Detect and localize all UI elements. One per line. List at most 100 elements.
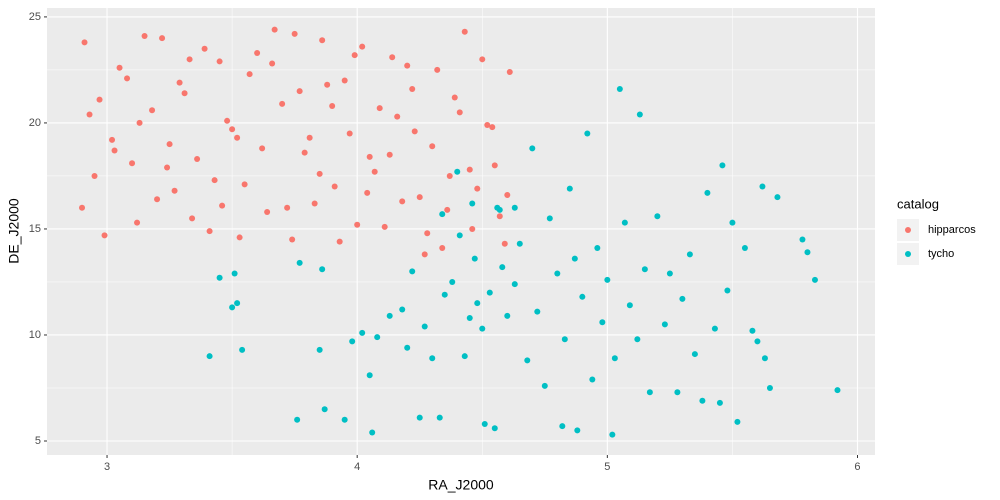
point bbox=[411, 128, 418, 135]
y-axis-title: DE_J2000 bbox=[6, 198, 22, 264]
point bbox=[481, 421, 488, 428]
point bbox=[811, 276, 818, 283]
point bbox=[609, 431, 616, 438]
point bbox=[504, 312, 511, 319]
point bbox=[474, 300, 481, 307]
point bbox=[466, 315, 473, 322]
point bbox=[749, 327, 756, 334]
point bbox=[321, 406, 328, 413]
point bbox=[81, 39, 88, 46]
point bbox=[211, 177, 218, 184]
point bbox=[359, 329, 366, 336]
point bbox=[429, 143, 436, 150]
point bbox=[241, 181, 248, 188]
point bbox=[716, 399, 723, 406]
point bbox=[449, 278, 456, 285]
point bbox=[324, 81, 331, 88]
point bbox=[761, 355, 768, 362]
point bbox=[349, 338, 356, 345]
legend-marker bbox=[905, 227, 911, 233]
point bbox=[216, 274, 223, 281]
point bbox=[404, 344, 411, 351]
point bbox=[711, 325, 718, 332]
point bbox=[466, 166, 473, 173]
point bbox=[654, 213, 661, 220]
point bbox=[229, 126, 236, 133]
point bbox=[589, 376, 596, 383]
point bbox=[429, 355, 436, 362]
point bbox=[264, 208, 271, 215]
point bbox=[216, 58, 223, 65]
point bbox=[284, 204, 291, 211]
point bbox=[636, 111, 643, 118]
point bbox=[134, 219, 141, 226]
point bbox=[301, 149, 308, 156]
y-tick-label: 25 bbox=[29, 11, 41, 23]
point bbox=[369, 429, 376, 436]
legend-label: tycho bbox=[928, 248, 954, 260]
point bbox=[269, 60, 276, 67]
point bbox=[541, 382, 548, 389]
x-tick-label: 5 bbox=[604, 461, 610, 473]
point bbox=[679, 295, 686, 302]
point bbox=[159, 35, 166, 42]
point bbox=[354, 221, 361, 228]
point bbox=[469, 200, 476, 207]
point bbox=[239, 346, 246, 353]
point bbox=[666, 270, 673, 277]
point bbox=[351, 52, 358, 59]
point bbox=[91, 172, 98, 179]
point bbox=[524, 357, 531, 364]
point bbox=[111, 147, 118, 154]
point bbox=[194, 155, 201, 162]
point bbox=[206, 228, 213, 235]
point bbox=[439, 211, 446, 218]
point bbox=[329, 102, 336, 109]
point bbox=[236, 234, 243, 241]
point bbox=[436, 414, 443, 421]
point bbox=[451, 94, 458, 101]
point bbox=[374, 334, 381, 341]
point bbox=[399, 198, 406, 205]
point bbox=[461, 353, 468, 360]
point bbox=[306, 134, 313, 141]
point bbox=[341, 416, 348, 423]
point bbox=[224, 117, 231, 124]
point bbox=[231, 270, 238, 277]
point bbox=[704, 189, 711, 196]
point bbox=[171, 187, 178, 194]
point bbox=[529, 145, 536, 152]
point bbox=[246, 71, 253, 78]
point bbox=[686, 251, 693, 258]
y-tick-label: 10 bbox=[29, 329, 41, 341]
point bbox=[799, 236, 806, 243]
point bbox=[491, 425, 498, 432]
point bbox=[479, 325, 486, 332]
point bbox=[296, 259, 303, 266]
point bbox=[409, 268, 416, 275]
point bbox=[319, 37, 326, 44]
point bbox=[501, 240, 508, 247]
point bbox=[116, 64, 123, 71]
point bbox=[234, 134, 241, 141]
point bbox=[479, 56, 486, 63]
point bbox=[79, 204, 86, 211]
point bbox=[316, 346, 323, 353]
point bbox=[729, 219, 736, 226]
point bbox=[254, 49, 261, 56]
point bbox=[511, 281, 518, 288]
point bbox=[364, 189, 371, 196]
point bbox=[399, 306, 406, 313]
point bbox=[206, 353, 213, 360]
point bbox=[489, 124, 496, 131]
point bbox=[234, 300, 241, 307]
point bbox=[271, 26, 278, 33]
point bbox=[96, 96, 103, 103]
point bbox=[129, 160, 136, 167]
panel bbox=[47, 8, 875, 455]
point bbox=[561, 336, 568, 343]
point bbox=[559, 423, 566, 430]
point bbox=[621, 219, 628, 226]
point bbox=[534, 308, 541, 315]
point bbox=[734, 418, 741, 425]
